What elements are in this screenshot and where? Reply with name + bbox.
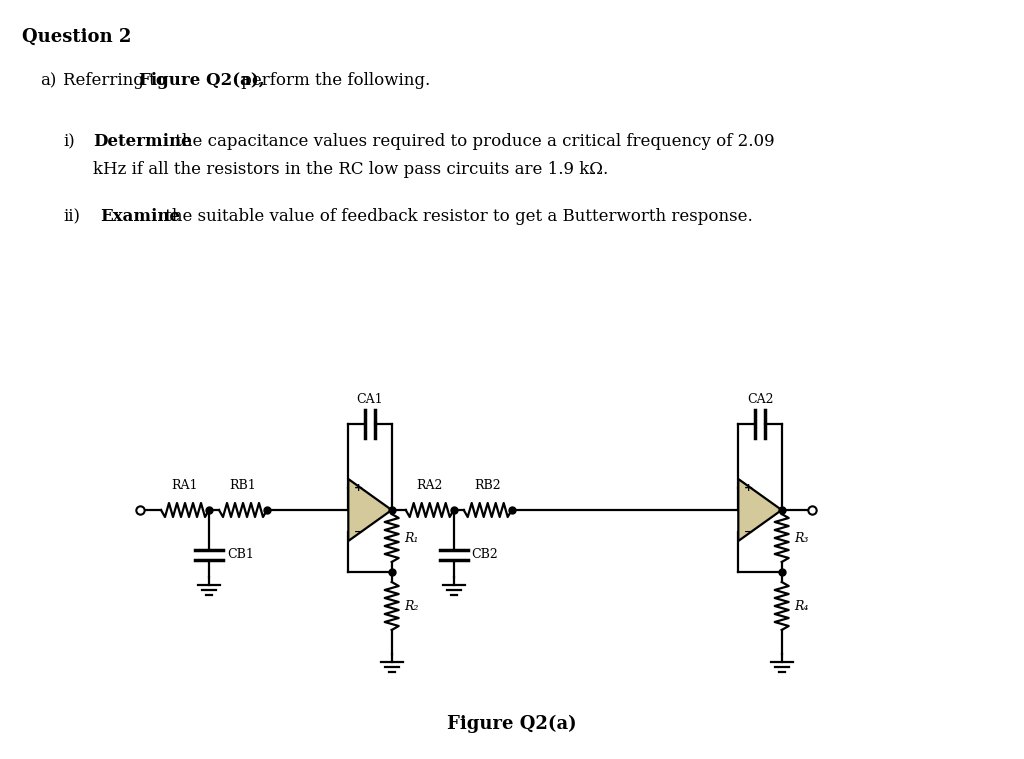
Text: +: + (353, 483, 362, 493)
Text: CA2: CA2 (746, 393, 773, 406)
Text: a): a) (40, 72, 56, 89)
Text: Question 2: Question 2 (22, 28, 131, 46)
Text: Determine: Determine (93, 133, 191, 150)
Text: ii): ii) (63, 208, 80, 225)
Text: Figure Q2(a),: Figure Q2(a), (139, 72, 264, 89)
Text: CB1: CB1 (227, 549, 254, 562)
Text: Referring to: Referring to (63, 72, 171, 89)
Polygon shape (348, 479, 392, 541)
Text: R₁: R₁ (403, 531, 418, 544)
Text: +: + (743, 483, 753, 493)
Text: R₄: R₄ (794, 600, 808, 613)
Text: CA1: CA1 (356, 393, 383, 406)
Text: R₃: R₃ (794, 531, 808, 544)
Text: Figure Q2(a): Figure Q2(a) (447, 715, 577, 733)
Text: the capacitance values required to produce a critical frequency of 2.09: the capacitance values required to produ… (170, 133, 774, 150)
Text: −: − (353, 527, 362, 537)
Text: CB2: CB2 (472, 549, 499, 562)
Text: kHz if all the resistors in the RC low pass circuits are 1.9 kΩ.: kHz if all the resistors in the RC low p… (93, 161, 608, 178)
Text: RB1: RB1 (229, 479, 256, 492)
Text: −: − (743, 527, 753, 537)
Text: RB2: RB2 (474, 479, 501, 492)
Text: R₂: R₂ (403, 600, 418, 613)
Text: RA1: RA1 (172, 479, 199, 492)
Text: RA2: RA2 (417, 479, 443, 492)
Text: perform the following.: perform the following. (236, 72, 430, 89)
Text: i): i) (63, 133, 75, 150)
Polygon shape (738, 479, 781, 541)
Text: the suitable value of feedback resistor to get a Butterworth response.: the suitable value of feedback resistor … (160, 208, 753, 225)
Text: Examine: Examine (100, 208, 180, 225)
